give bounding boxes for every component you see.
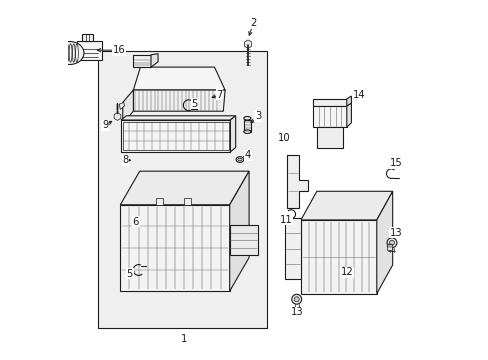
Text: 11: 11 xyxy=(279,215,292,225)
Polygon shape xyxy=(120,171,248,205)
Text: 7: 7 xyxy=(216,90,223,100)
Text: 16: 16 xyxy=(113,45,125,55)
Polygon shape xyxy=(133,90,224,111)
Text: 3: 3 xyxy=(254,112,261,121)
Polygon shape xyxy=(151,54,158,67)
Polygon shape xyxy=(316,127,343,148)
Polygon shape xyxy=(376,191,392,294)
Polygon shape xyxy=(183,198,190,205)
Text: 1: 1 xyxy=(181,334,187,345)
Polygon shape xyxy=(300,220,376,294)
Polygon shape xyxy=(286,155,307,208)
Ellipse shape xyxy=(236,157,244,162)
Text: 5: 5 xyxy=(126,269,133,279)
Polygon shape xyxy=(98,51,267,328)
Polygon shape xyxy=(121,116,235,120)
Circle shape xyxy=(389,240,394,245)
Polygon shape xyxy=(114,113,121,120)
Polygon shape xyxy=(82,33,93,41)
Ellipse shape xyxy=(237,158,242,161)
Text: 14: 14 xyxy=(352,90,365,100)
Text: 4: 4 xyxy=(244,150,251,160)
Polygon shape xyxy=(386,243,391,249)
Text: 2: 2 xyxy=(250,18,256,28)
Text: 9: 9 xyxy=(102,120,108,130)
Polygon shape xyxy=(122,90,133,123)
Polygon shape xyxy=(346,103,351,127)
Polygon shape xyxy=(230,116,235,152)
Polygon shape xyxy=(119,102,124,109)
Circle shape xyxy=(291,294,301,304)
Polygon shape xyxy=(300,191,392,220)
Circle shape xyxy=(386,238,396,248)
Polygon shape xyxy=(313,106,346,127)
Polygon shape xyxy=(133,55,151,67)
Polygon shape xyxy=(155,198,163,205)
Polygon shape xyxy=(133,67,224,90)
Polygon shape xyxy=(120,205,229,291)
Ellipse shape xyxy=(244,117,250,120)
Polygon shape xyxy=(285,218,300,279)
Polygon shape xyxy=(313,99,346,106)
Polygon shape xyxy=(229,225,257,255)
Ellipse shape xyxy=(56,41,84,64)
Ellipse shape xyxy=(244,130,250,134)
Text: 13: 13 xyxy=(290,307,303,317)
Polygon shape xyxy=(121,120,230,152)
Circle shape xyxy=(294,297,299,302)
Polygon shape xyxy=(244,120,250,132)
Text: 13: 13 xyxy=(389,228,402,238)
Text: 8: 8 xyxy=(122,155,128,165)
Polygon shape xyxy=(244,40,251,48)
Text: 12: 12 xyxy=(340,267,352,278)
Text: 5: 5 xyxy=(191,99,197,109)
Text: 15: 15 xyxy=(389,158,402,168)
Text: 10: 10 xyxy=(277,133,290,143)
Polygon shape xyxy=(346,96,351,106)
Polygon shape xyxy=(229,171,248,291)
Text: 6: 6 xyxy=(132,217,139,227)
Polygon shape xyxy=(77,41,102,60)
